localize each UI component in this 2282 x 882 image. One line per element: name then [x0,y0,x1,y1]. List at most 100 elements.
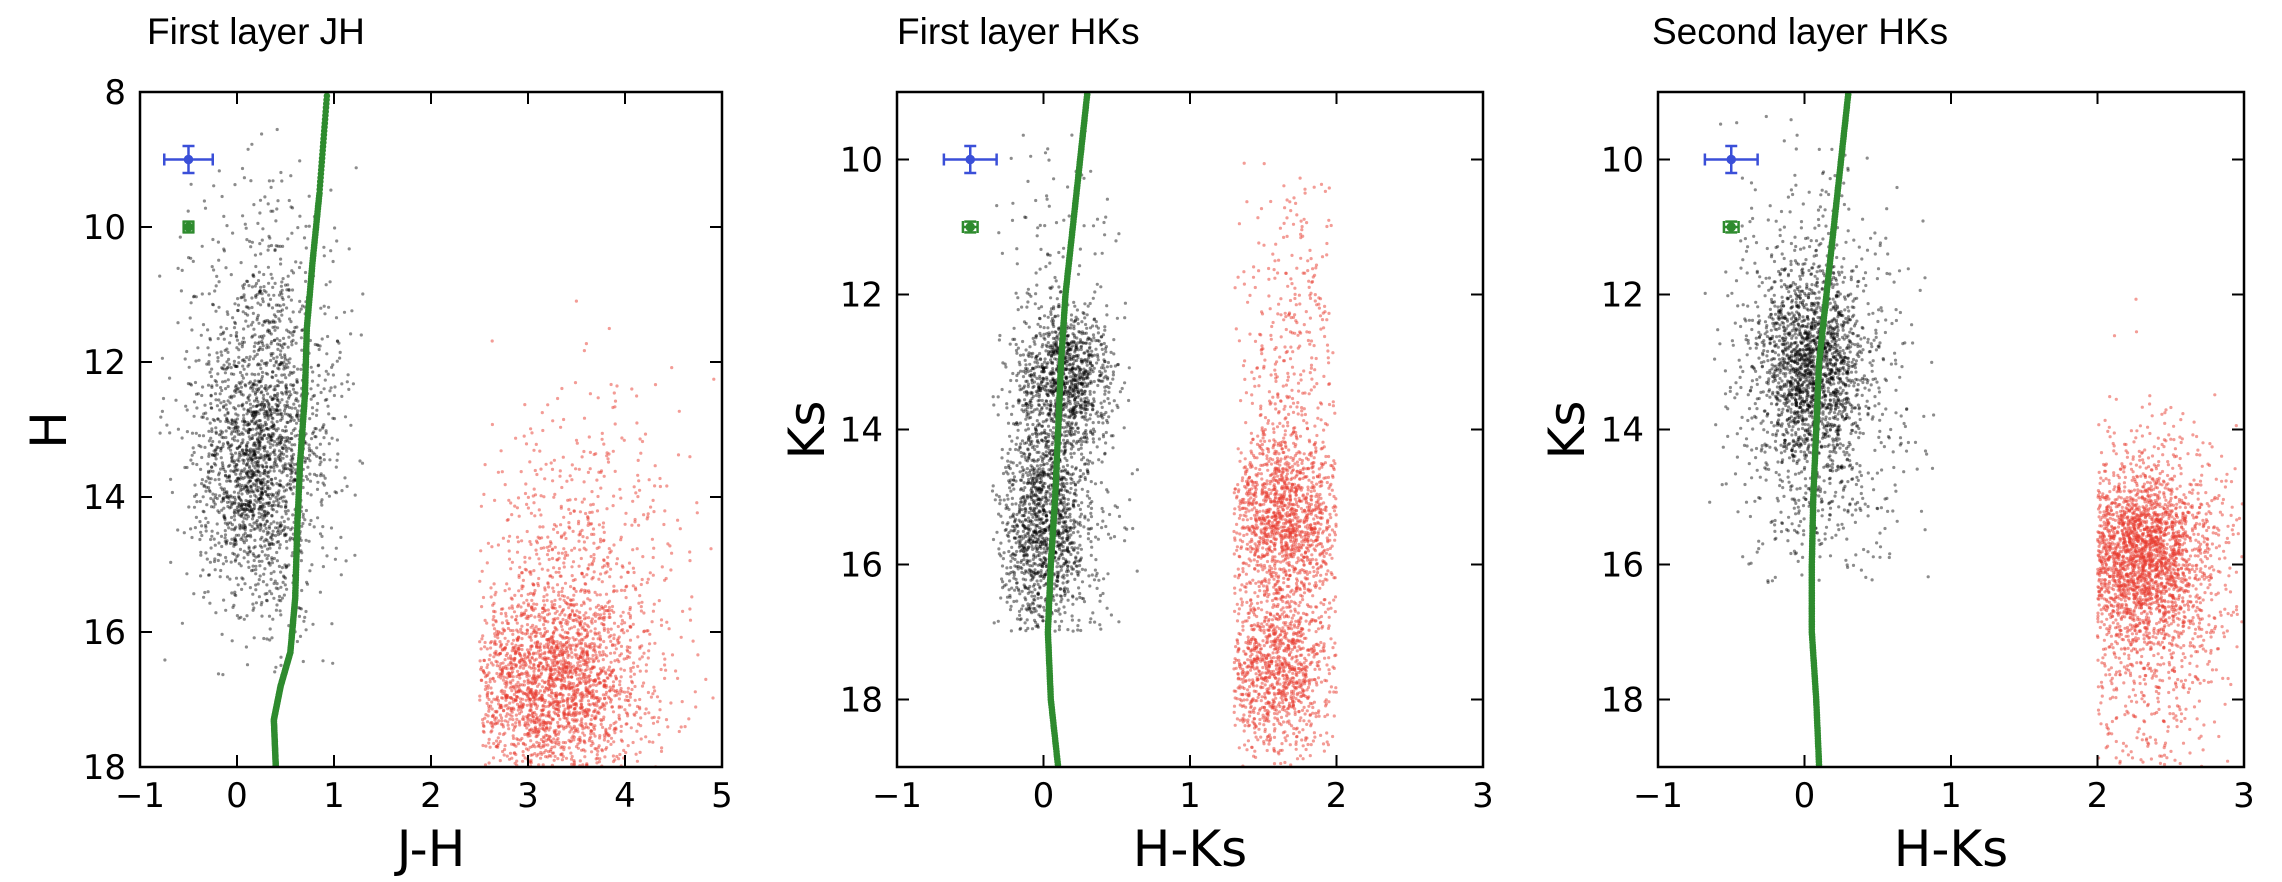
data-point [665,620,669,624]
data-point [555,645,559,650]
data-point [270,276,274,280]
data-point [247,464,251,468]
data-point [506,656,511,660]
data-point [254,413,258,417]
data-point [269,395,273,399]
data-point [251,381,255,386]
data-point [503,666,508,670]
data-point [609,634,613,638]
data-point [575,688,580,692]
data-point [256,440,260,444]
data-point [169,477,173,481]
data-point [572,625,577,629]
data-point [269,384,273,388]
data-point [238,445,242,449]
data-point [590,490,594,494]
data-point [541,744,545,748]
data-point [585,657,589,661]
data-point [485,561,489,565]
data-point [183,357,187,361]
data-point [566,655,570,660]
data-point [282,367,286,371]
data-point [482,492,486,496]
data-point [233,559,237,563]
data-point [331,363,335,367]
data-point [287,373,291,377]
data-point [507,587,511,591]
data-point [640,644,644,648]
data-point [353,493,357,497]
data-point [668,544,672,548]
data-point [276,526,280,530]
data-point [324,369,328,373]
data-point [318,442,322,446]
data-point [236,458,240,462]
data-point [267,457,271,461]
data-point [253,466,257,470]
data-point [560,386,564,391]
data-point [223,371,227,375]
data-point [260,559,264,563]
data-point [279,262,283,266]
data-point [592,556,596,560]
data-point [602,684,606,688]
data-point [550,556,555,561]
data-point [604,701,609,705]
data-point [248,550,252,554]
data-point [253,504,257,508]
data-point [245,485,249,489]
data-point [622,631,626,635]
data-point [626,686,631,690]
data-point [565,479,569,483]
data-point [208,338,212,342]
data-point [314,413,319,417]
data-point [287,394,291,398]
data-point [267,503,271,508]
data-point [615,754,619,759]
data-point [272,397,276,401]
data-point [295,380,299,384]
data-point [273,579,277,583]
data-point [561,617,565,622]
data-point [241,520,245,524]
data-point [233,501,237,506]
data-point [595,478,599,482]
data-point [307,449,311,453]
data-point [272,338,277,342]
data-point [567,521,571,525]
data-point [583,710,588,714]
data-point [261,580,265,584]
data-point [225,491,229,495]
data-point [265,453,269,457]
data-point [256,363,260,367]
data-point [278,482,282,486]
data-point [593,724,597,728]
data-point [290,231,294,235]
data-point [607,734,611,738]
data-point [629,666,633,671]
data-point [638,437,642,441]
data-point [233,511,237,515]
data-point [548,703,552,707]
data-point [597,617,601,621]
data-point [509,596,513,600]
data-point [321,546,325,550]
data-point [238,482,242,487]
data-point [228,521,233,525]
data-point [266,470,270,474]
data-point [279,257,283,261]
data-point [587,435,591,439]
data-point [286,358,290,362]
data-point [491,756,496,760]
data-point [565,716,569,721]
data-point [251,386,255,390]
data-point [287,288,291,292]
data-point [226,441,230,445]
data-point [496,543,500,547]
data-point [234,539,238,544]
data-point [609,651,613,655]
data-point [559,574,563,578]
data-point [254,413,258,417]
data-point [277,594,282,599]
data-point [329,526,334,530]
